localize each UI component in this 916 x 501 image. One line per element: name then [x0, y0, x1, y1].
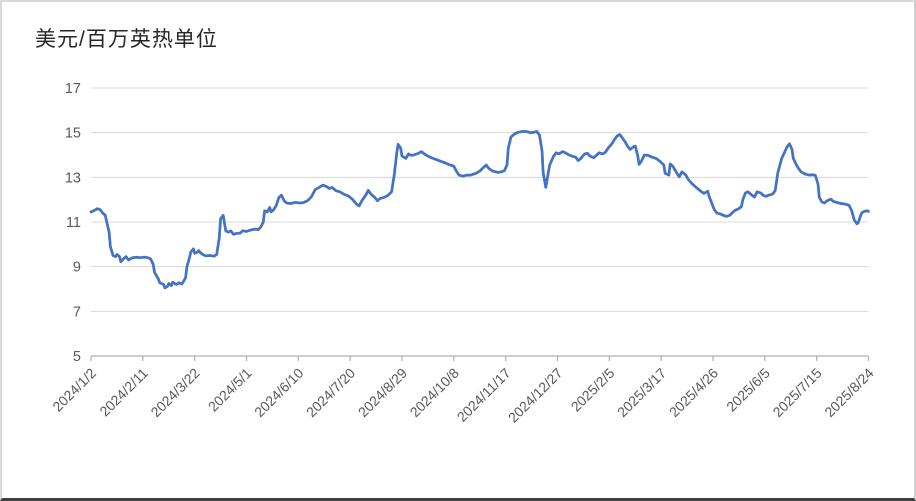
y-axis-label: 11 [66, 215, 81, 231]
x-axis-label: 2025/6/5 [723, 365, 773, 415]
y-axis-label: 15 [65, 126, 81, 142]
x-axis-label: 2024/7/20 [303, 365, 359, 421]
x-axis-label: 2024/3/22 [147, 365, 203, 421]
y-axis-label: 17 [65, 81, 81, 97]
price-line-series [89, 130, 870, 290]
y-axis-label: 9 [73, 260, 81, 276]
y-axis-label: 7 [73, 304, 81, 320]
y-axis-label: 5 [73, 349, 81, 365]
y-axis-label: 13 [65, 170, 81, 186]
x-axis-label: 2024/10/8 [407, 365, 463, 421]
x-axis-label: 2025/3/17 [614, 365, 670, 421]
x-axis-label: 2024/12/27 [505, 365, 566, 426]
x-axis-label: 2024/2/11 [96, 365, 151, 420]
x-axis-label: 2025/8/24 [821, 365, 877, 421]
x-axis-label: 2024/6/10 [251, 365, 307, 421]
x-axis-label: 2024/5/1 [205, 365, 255, 415]
x-axis-label: 2025/4/26 [666, 365, 722, 421]
x-axis-label: 2025/7/15 [769, 365, 825, 421]
chart-title: 美元/百万英热单位 [35, 28, 218, 51]
x-axis-label: 2024/1/2 [49, 365, 99, 415]
x-axis-label: 2025/2/5 [568, 365, 618, 415]
x-axis-label: 2024/8/29 [355, 365, 411, 421]
